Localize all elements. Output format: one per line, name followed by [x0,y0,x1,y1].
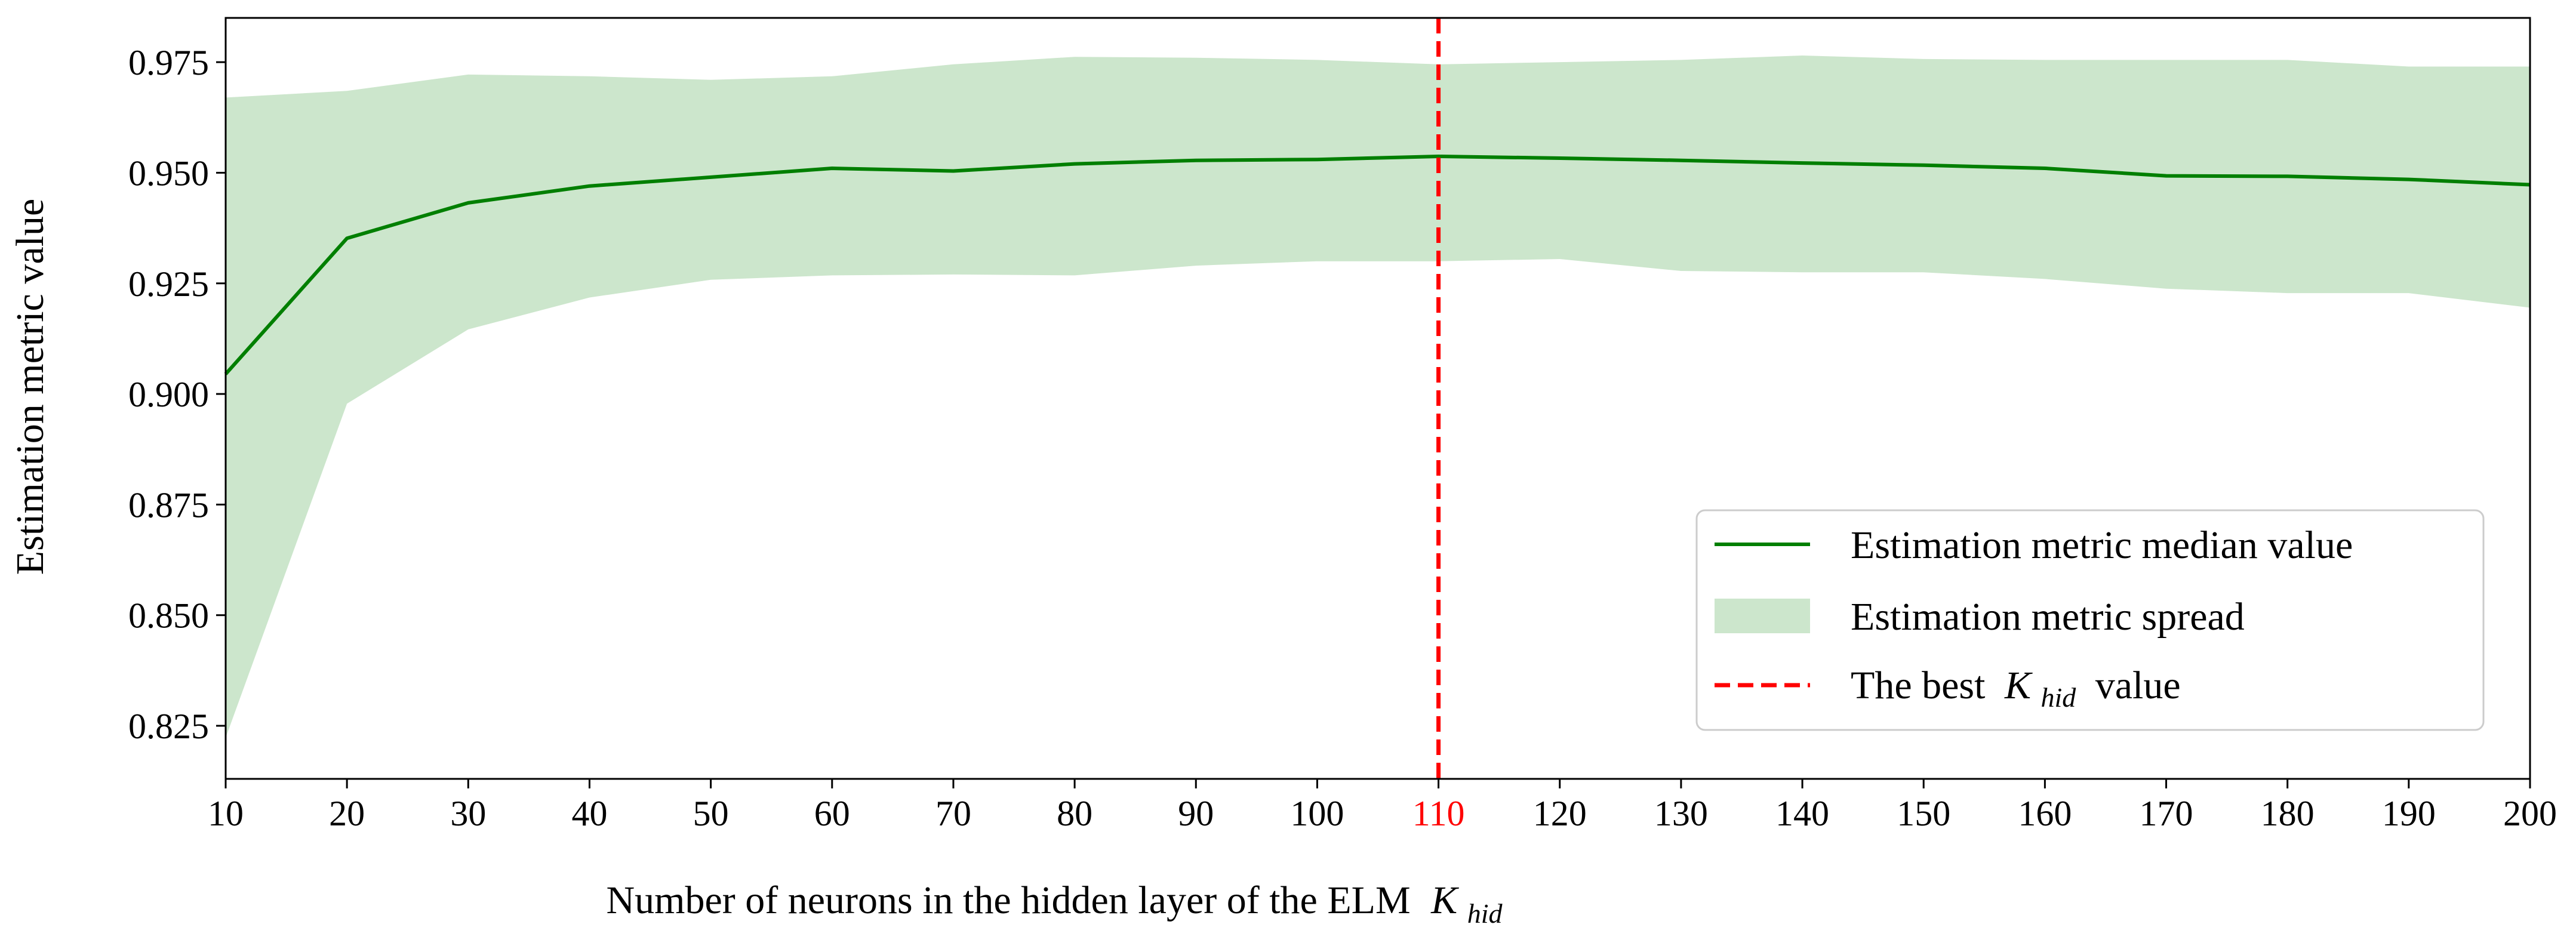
x-tick-label-20: 20 [329,794,365,833]
series-median-line [224,155,2531,375]
x-tick-label-90: 90 [1178,794,1214,833]
x-axis-label: Number of neurons in the hidden layer of… [607,879,1503,929]
median-point-30 [467,202,469,204]
y-tick-label-0.950: 0.950 [128,153,209,193]
y-tick-label-0.825: 0.825 [128,707,209,746]
median-point-100 [1316,159,1318,160]
x-tick-label-30: 30 [450,794,486,833]
axes-frame [224,17,2531,780]
y-axis-label: Estimation metric value [8,199,52,575]
x-axis-label-symbol: K [1430,879,1459,922]
legend-label-spread: Estimation metric spread [1851,595,2245,639]
legend-label-best-symbol: K [2004,664,2033,707]
x-tick-label-180: 180 [2261,794,2315,833]
x-tick-label-50: 50 [693,794,729,833]
x-tick-label-120: 120 [1533,794,1587,833]
legend-label-best: The best K hid value [1851,664,2181,716]
median-point-190 [2408,179,2409,180]
legend-label-best-suffix: value [2095,664,2181,707]
legend-label-best-text: The best [1851,664,1985,707]
y-tick-label-0.875: 0.875 [128,485,209,525]
x-tick-label-60: 60 [814,794,850,833]
x-tick-label-100: 100 [1290,794,1344,833]
legend-swatch-spread [1715,599,1810,633]
median-point-120 [1559,158,1561,159]
x-tick-label-140: 140 [1775,794,1829,833]
median-point-110 [1438,156,1439,157]
legend-label-best-subscript: hid [2041,682,2076,713]
x-tick-label-200: 200 [2503,794,2557,833]
x-tick-label-150: 150 [1897,794,1950,833]
y-tick-label-0.975: 0.975 [128,43,209,82]
legend-frame [1695,509,2485,731]
x-tick-label-40: 40 [571,794,607,833]
legend-label-median: Estimation metric median value [1851,523,2353,567]
x-axis-label-subscript: hid [1467,898,1503,929]
x-tick-label-80: 80 [1057,794,1092,833]
legend: Estimation metric median value Estimatio… [1695,509,2485,731]
x-tick-label-70: 70 [935,794,971,833]
y-tick-label-0.925: 0.925 [128,264,209,304]
x-tick-label-10: 10 [208,794,244,833]
y-tick-label-0.900: 0.900 [128,375,209,414]
x-tick-label-160: 160 [2018,794,2072,833]
x-tick-label-190: 190 [2382,794,2436,833]
y-tick-label-0.850: 0.850 [128,596,209,636]
median-point-180 [2287,175,2288,177]
axes: 10 20 30 40 50 60 70 80 90 100 110 120 130 140 150 160 1… [128,17,2557,833]
x-tick-label-130: 130 [1654,794,1708,833]
plot-area [224,18,2531,779]
series-spread-band [226,56,2530,738]
x-tick-label-170: 170 [2140,794,2193,833]
x-tick-label-110: 110 [1412,794,1465,833]
median-point-140 [1802,162,1803,164]
x-axis-label-text: Number of neurons in the hidden layer of… [607,879,1411,922]
